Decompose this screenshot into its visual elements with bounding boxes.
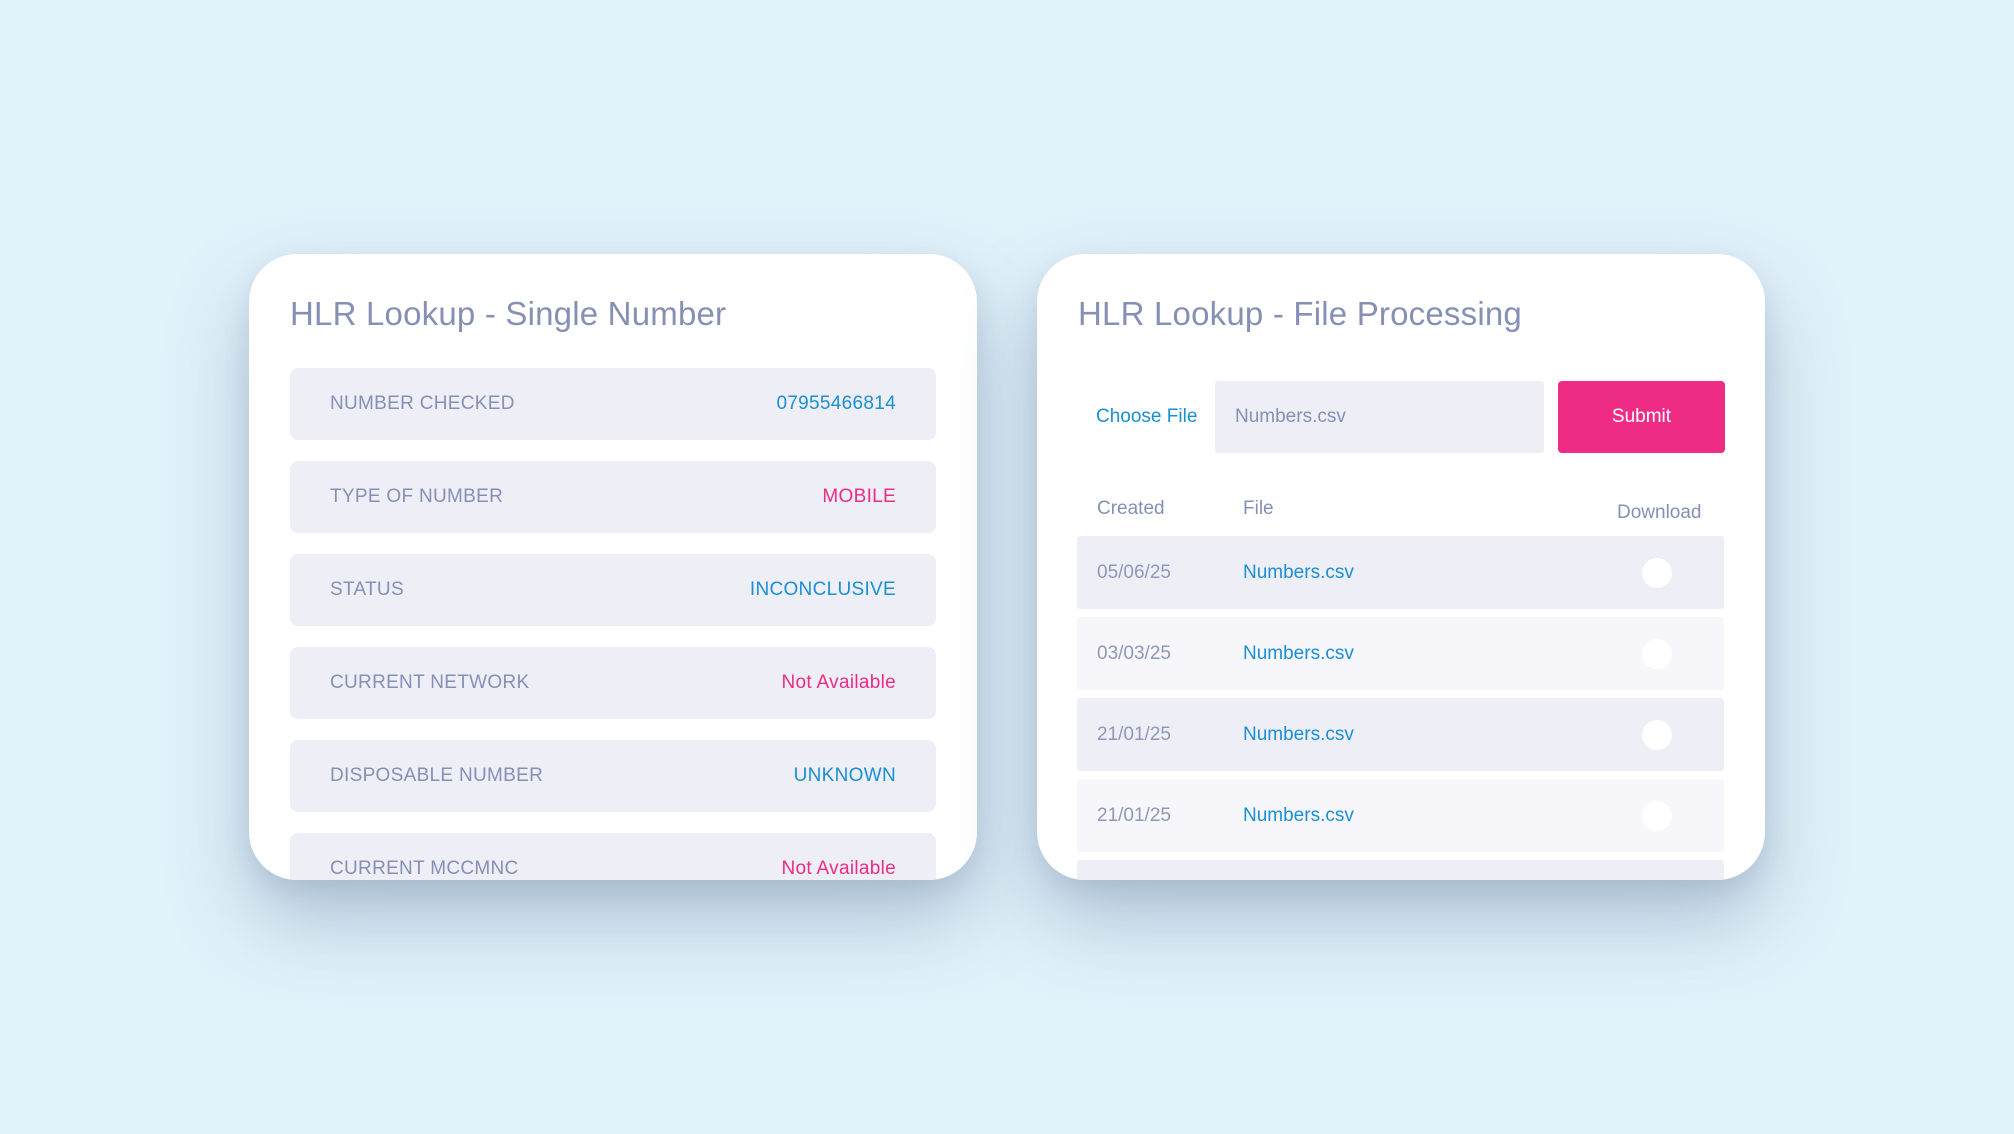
download-toggle[interactable] bbox=[1642, 801, 1672, 831]
result-label: NUMBER CHECKED bbox=[330, 393, 515, 414]
file-upload-bar: Choose File Numbers.csv Submit bbox=[1078, 381, 1725, 453]
created-date: 21/01/25 bbox=[1097, 805, 1171, 826]
table-row: 21/01/25 Numbers.csv bbox=[1077, 698, 1724, 771]
result-label: STATUS bbox=[330, 579, 404, 600]
result-row-status: STATUS INCONCLUSIVE bbox=[290, 554, 936, 626]
table-row: 05/06/25 Numbers.csv bbox=[1077, 536, 1724, 609]
column-header-download: Download bbox=[1617, 502, 1702, 523]
result-value: INCONCLUSIVE bbox=[749, 579, 896, 600]
result-row-current-network: CURRENT NETWORK Not Available bbox=[290, 647, 936, 719]
file-link[interactable]: Numbers.csv bbox=[1243, 562, 1354, 583]
file-name-field[interactable]: Numbers.csv bbox=[1215, 381, 1544, 453]
table-row-partial bbox=[1077, 860, 1724, 880]
result-row-number-checked: NUMBER CHECKED 07955466814 bbox=[290, 368, 936, 440]
result-value: MOBILE bbox=[822, 486, 896, 507]
result-label: CURRENT MCCMNC bbox=[330, 858, 519, 879]
single-number-title: HLR Lookup - Single Number bbox=[290, 295, 727, 332]
file-link[interactable]: Numbers.csv bbox=[1243, 724, 1354, 745]
result-label: TYPE OF NUMBER bbox=[330, 486, 504, 507]
download-toggle[interactable] bbox=[1642, 720, 1672, 750]
result-value: UNKNOWN bbox=[793, 765, 896, 786]
created-date: 21/01/25 bbox=[1097, 724, 1171, 745]
file-processing-title: HLR Lookup - File Processing bbox=[1078, 295, 1522, 332]
created-date: 03/03/25 bbox=[1097, 643, 1171, 664]
download-toggle[interactable] bbox=[1642, 639, 1672, 669]
column-header-created: Created bbox=[1097, 498, 1165, 519]
result-value: Not Available bbox=[781, 672, 896, 693]
column-header-file: File bbox=[1243, 498, 1274, 519]
submit-button[interactable]: Submit bbox=[1558, 381, 1725, 453]
result-value: Not Available bbox=[781, 858, 896, 879]
result-row-disposable-number: DISPOSABLE NUMBER UNKNOWN bbox=[290, 740, 936, 812]
file-processing-card: HLR Lookup - File Processing Choose File… bbox=[1037, 254, 1765, 880]
file-link[interactable]: Numbers.csv bbox=[1243, 805, 1354, 826]
result-label: CURRENT NETWORK bbox=[330, 672, 530, 693]
file-link[interactable]: Numbers.csv bbox=[1243, 643, 1354, 664]
table-row: 03/03/25 Numbers.csv bbox=[1077, 617, 1724, 690]
download-toggle[interactable] bbox=[1642, 558, 1672, 588]
lookup-result-list: NUMBER CHECKED 07955466814 TYPE OF NUMBE… bbox=[290, 368, 936, 880]
single-number-card: HLR Lookup - Single Number NUMBER CHECKE… bbox=[249, 254, 977, 880]
result-label: DISPOSABLE NUMBER bbox=[330, 765, 544, 786]
table-row: 21/01/25 Numbers.csv bbox=[1077, 779, 1724, 852]
result-value: 07955466814 bbox=[776, 393, 896, 414]
choose-file-button[interactable]: Choose File bbox=[1096, 406, 1198, 427]
processed-files-table: Created File Download 05/06/25 Numbers.c… bbox=[1077, 496, 1724, 880]
result-row-current-mccmnc: CURRENT MCCMNC Not Available bbox=[290, 833, 936, 880]
result-row-type-of-number: TYPE OF NUMBER MOBILE bbox=[290, 461, 936, 533]
created-date: 05/06/25 bbox=[1097, 562, 1171, 583]
table-header: Created File Download bbox=[1077, 496, 1724, 536]
